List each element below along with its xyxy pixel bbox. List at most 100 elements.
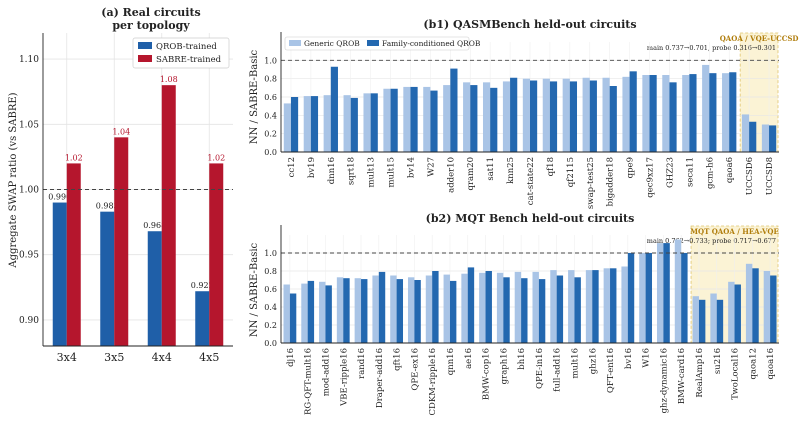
generic-qrob-bar: [542, 78, 550, 152]
generic-qrob-bar: [656, 243, 664, 343]
panel-a-y-tick: 0.95: [19, 251, 39, 261]
family-conditioned-bar: [716, 299, 724, 343]
y-tick-label: 0.0: [264, 339, 277, 348]
generic-qrob-bar: [283, 103, 291, 152]
x-tick-label: bh16: [517, 348, 527, 370]
y-tick-label: 1.0: [264, 56, 277, 65]
x-tick-label: qnn16: [446, 348, 456, 375]
x-tick-label: qaoa16: [766, 348, 776, 380]
x-tick-label: Draper-add16: [375, 348, 385, 408]
qrob-trained-bar: [100, 211, 115, 346]
highlight-note: main 0.737→0.701, probe 0.316→0.301: [647, 44, 776, 52]
x-tick-label: QPE-in16: [535, 348, 545, 389]
legend-label: QROB-trained: [156, 42, 217, 52]
panel-b2-title: (b2) MQT Bench held-out circuits: [426, 212, 635, 225]
bar-value-label: 1.04: [112, 127, 130, 136]
panel-a-y-tick: 1.00: [19, 186, 39, 196]
y-tick-label: 0.8: [264, 267, 277, 276]
generic-qrob-bar: [363, 93, 371, 152]
family-conditioned-bar: [592, 270, 599, 343]
panel-a-legend-box: [132, 37, 230, 69]
generic-qrob-bar: [722, 73, 730, 152]
family-conditioned-bar: [574, 277, 581, 343]
panel-a-title: (a) Real circuits: [101, 6, 200, 19]
generic-qrob-bar: [763, 271, 771, 343]
bar-value-label: 0.990: [48, 193, 71, 202]
panel-a-x-tick: 3x5: [104, 351, 124, 364]
family-conditioned-bar: [290, 97, 299, 152]
family-conditioned-bar: [556, 275, 564, 343]
generic-qrob-bar: [622, 76, 630, 152]
panel-a-x-tick: 4x5: [199, 351, 219, 364]
x-tick-label: mult16: [570, 348, 580, 379]
x-tick-label: BMW-cop16: [482, 348, 492, 400]
x-tick-label: qaoa12: [748, 348, 758, 380]
generic-qrob-bar: [639, 253, 646, 343]
generic-qrob-bar: [403, 86, 411, 152]
family-conditioned-bar: [709, 73, 717, 152]
bar-value-label: 0.968: [143, 221, 166, 230]
family-conditioned-bar: [610, 268, 617, 343]
family-conditioned-bar: [310, 96, 319, 152]
family-conditioned-bar: [430, 90, 438, 152]
sabre-trained-bar: [161, 85, 176, 347]
x-tick-label: seca11: [685, 157, 695, 187]
qrob-trained-bar: [52, 202, 67, 346]
x-tick-label: mult13: [367, 157, 377, 188]
generic-qrob-bar: [482, 82, 491, 152]
family-conditioned-bar: [698, 299, 706, 343]
panel-a-y-tick: 1.05: [19, 120, 39, 130]
family-conditioned-bar: [689, 74, 697, 152]
generic-qrob-bar: [761, 124, 770, 152]
generic-qrob-bar: [621, 266, 628, 343]
panel-a-y-axis-label: Aggregate SWAP ratio (vs SABRE): [8, 92, 19, 268]
family-conditioned-bar: [467, 267, 475, 343]
generic-qrob-bar: [319, 281, 326, 343]
generic-qrob-bar: [336, 277, 344, 343]
x-tick-label: sat11: [486, 157, 496, 181]
panel-b1-qasmbench: (b1) QASMBench held-out circuits NN / SA…: [249, 18, 798, 209]
family-conditioned-bar: [734, 284, 741, 343]
x-tick-label: QPE-ex16: [410, 348, 420, 391]
generic-qrob-bar: [502, 81, 511, 152]
highlight-label: QAOA / VQE-UCCSD: [720, 34, 799, 43]
generic-qrob-bar: [301, 283, 308, 343]
generic-qrob-bar: [562, 78, 570, 152]
panel-b2-mqt-bench: (b2) MQT Bench held-out circuits NN / SA…: [249, 212, 779, 415]
generic-qrob-bar: [496, 272, 504, 343]
family-conditioned-bar: [752, 268, 759, 343]
family-conditioned-bar: [530, 80, 538, 152]
x-tick-label: QFT-ent16: [606, 348, 616, 393]
generic-qrob-bar: [728, 281, 735, 343]
x-tick-label: qaoa6: [725, 157, 735, 183]
generic-qrob-bar: [550, 270, 557, 343]
x-tick-label: swap-test25: [586, 157, 596, 209]
x-tick-label: mod-add16: [321, 348, 331, 396]
x-tick-label: gcm-h6: [705, 157, 715, 189]
x-tick-label: cat-state22: [526, 157, 536, 205]
x-tick-label: UCCSD8: [765, 157, 775, 195]
generic-qrob-bar: [514, 271, 522, 343]
x-tick-label: dnn16: [327, 157, 337, 184]
generic-qrob-bar: [532, 271, 539, 343]
x-tick-label: UCCSD6: [745, 157, 755, 195]
generic-qrob-bar: [741, 114, 750, 152]
generic-qrob-bar: [692, 296, 699, 343]
family-conditioned-bar: [307, 280, 315, 343]
x-tick-label: su216: [713, 348, 723, 374]
y-tick-label: 0.6: [264, 93, 277, 102]
x-tick-label: W16: [642, 348, 652, 368]
family-conditioned-bar: [330, 66, 338, 152]
family-conditioned-bar: [645, 253, 653, 343]
x-tick-label: ghz16: [588, 348, 598, 374]
generic-qrob-bar: [283, 284, 290, 343]
legend-label: SABRE-trained: [156, 55, 222, 65]
generic-qrob-bar: [383, 88, 391, 152]
x-tick-label: bv14: [406, 157, 416, 178]
family-conditioned-bar: [370, 93, 378, 152]
x-tick-label: W27: [426, 157, 436, 177]
legend-label: Family-conditioned QROB: [382, 39, 481, 48]
family-conditioned-bar: [470, 85, 478, 152]
x-tick-label: bigadder18: [606, 157, 616, 206]
qrob-trained-bar: [147, 231, 162, 346]
